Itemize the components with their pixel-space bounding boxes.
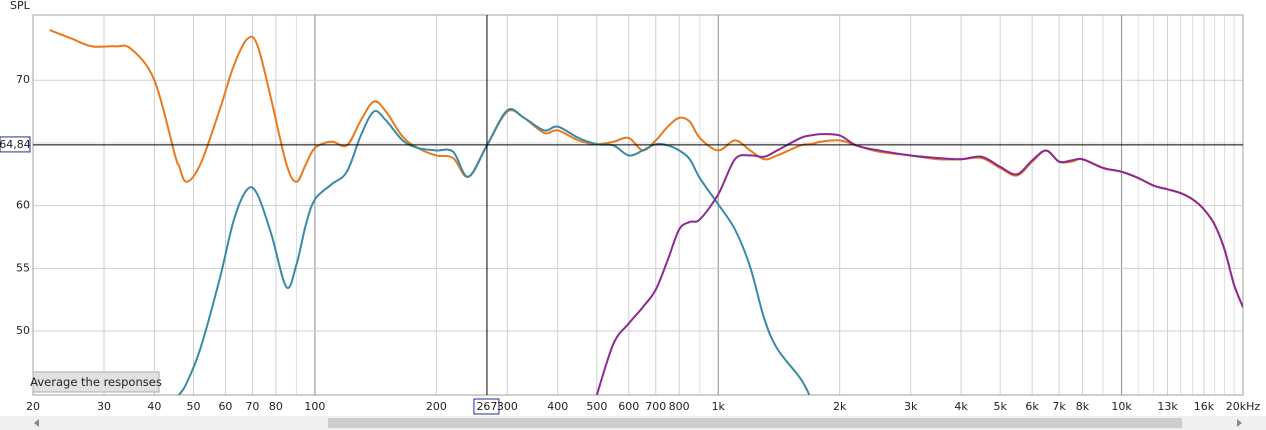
button-label[interactable]: Average the responses xyxy=(30,375,162,389)
x-tick-label: 70 xyxy=(245,400,259,413)
cursor-y-box xyxy=(0,136,31,153)
y-tick-label: 70 xyxy=(16,73,30,86)
x-tick-label: 100 xyxy=(304,400,325,413)
series-line xyxy=(178,108,811,395)
x-tick-label: 20kHz xyxy=(1226,400,1261,413)
y-axis-label: SPL xyxy=(10,0,31,12)
x-tick-label: 300 xyxy=(497,400,518,413)
x-tick-label: 6k xyxy=(1025,400,1039,413)
y-tick-label: 60 xyxy=(16,199,30,212)
x-tick-label: 3k xyxy=(904,400,918,413)
cursor-x-label: 267 xyxy=(476,400,497,413)
lines xyxy=(49,29,1243,395)
button-bg[interactable] xyxy=(32,371,160,393)
scroll-thumb[interactable] xyxy=(328,418,1182,428)
y-tick-label: 55 xyxy=(16,261,30,274)
x-tick-label: 16k xyxy=(1194,400,1215,413)
x-tick-label: 30 xyxy=(97,400,111,413)
x-tick-label: 50 xyxy=(187,400,201,413)
cursor-x-box xyxy=(473,398,500,415)
x-tick-label: 600 xyxy=(618,400,639,413)
cursor: 267 64,84 xyxy=(0,15,1243,415)
x-tick-label: 20 xyxy=(26,400,40,413)
x-tick-label: 4k xyxy=(954,400,968,413)
scrollbar[interactable] xyxy=(0,416,1266,430)
x-tick-label: 60 xyxy=(218,400,232,413)
x-tick-label: 2k xyxy=(833,400,847,413)
x-tick-label: 7k xyxy=(1052,400,1066,413)
plot-frame xyxy=(32,14,1244,396)
scroll-right[interactable] xyxy=(1237,419,1242,427)
x-tick-label: 13k xyxy=(1157,400,1178,413)
x-tick-label: 40 xyxy=(147,400,161,413)
x-tick-label: 1k xyxy=(712,400,726,413)
series-line xyxy=(595,133,1243,395)
x-tick-label: 700 xyxy=(645,400,666,413)
x-tick-label: 80 xyxy=(269,400,283,413)
cursor-y-label: 64,84 xyxy=(0,138,31,151)
x-tick-label: 800 xyxy=(669,400,690,413)
x-tick-label: 400 xyxy=(547,400,568,413)
x-tick-label: 5k xyxy=(993,400,1007,413)
y-tick-label: 50 xyxy=(16,324,30,337)
labels: 20 30 40 50 60 70 80 100 200 300 400 500 600 700 800 1k… xyxy=(16,73,1260,413)
button[interactable]: Average the responses xyxy=(30,371,162,393)
scroll-left[interactable] xyxy=(34,419,39,427)
x-tick-label: 10k xyxy=(1111,400,1132,413)
x-tick-label: 8k xyxy=(1076,400,1090,413)
x-tick-label: 200 xyxy=(426,400,447,413)
x-tick-label: 500 xyxy=(586,400,607,413)
